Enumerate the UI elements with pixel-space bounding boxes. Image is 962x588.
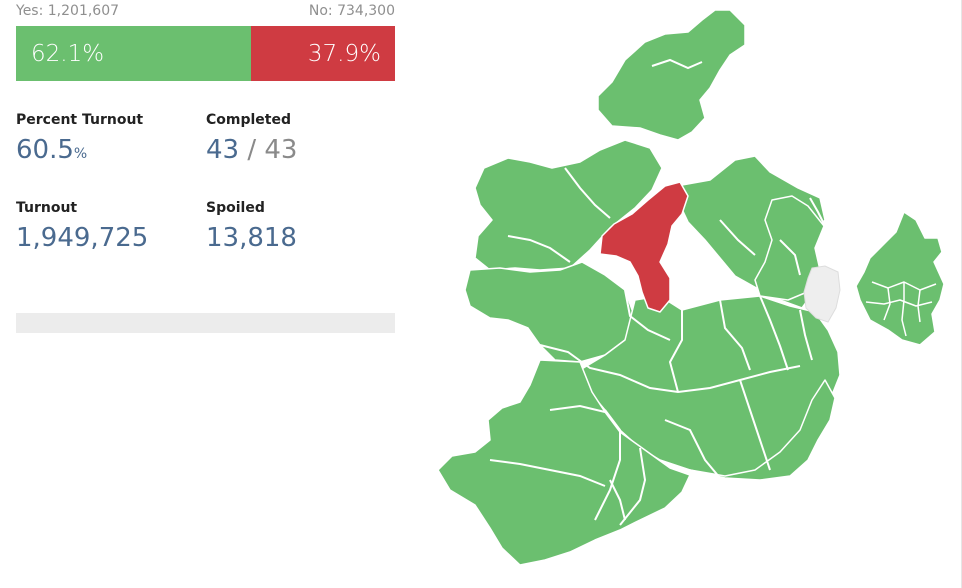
percent-turnout-value: 60.5% bbox=[16, 135, 143, 165]
yes-total: Yes: 1,201,607 bbox=[16, 3, 120, 19]
completed-count: 43 bbox=[206, 135, 240, 165]
yes-bar: 62.1% bbox=[16, 26, 252, 81]
dublin-inset-outline[interactable] bbox=[855, 211, 945, 346]
region-non-voting bbox=[803, 265, 841, 323]
yes-percent: 62.1% bbox=[31, 40, 105, 67]
dublin-inset[interactable] bbox=[855, 211, 945, 346]
region-munster-west[interactable] bbox=[437, 359, 691, 566]
ireland-yes-regions bbox=[437, 9, 841, 566]
completed-separator: / bbox=[239, 135, 265, 165]
stat-spoiled: Spoiled 13,818 bbox=[206, 200, 297, 253]
result-bar: 62.1% 37.9% bbox=[16, 26, 395, 81]
turnout-label: Turnout bbox=[16, 200, 78, 216]
stat-percent-turnout: Percent Turnout 60.5% bbox=[16, 112, 143, 165]
percent-turnout-label: Percent Turnout bbox=[16, 112, 144, 128]
stat-turnout: Turnout 1,949,725 bbox=[16, 200, 148, 253]
completed-total: 43 bbox=[264, 135, 298, 165]
results-panel: Yes: 1,201,607 No: 734,300 62.1% 37.9% bbox=[16, 0, 395, 81]
constituency-hex-map[interactable] bbox=[420, 0, 960, 588]
region-donegal[interactable] bbox=[597, 9, 746, 141]
completed-label: Completed bbox=[206, 112, 292, 128]
constituency-boundaries bbox=[489, 58, 826, 526]
no-bar: 37.9% bbox=[251, 26, 395, 81]
percent-unit: % bbox=[73, 146, 88, 162]
stat-completed: Completed 43 / 43 bbox=[206, 112, 297, 165]
vote-totals: Yes: 1,201,607 No: 734,300 bbox=[16, 0, 395, 26]
no-percent: 37.9% bbox=[307, 40, 381, 67]
region-no-constituency[interactable] bbox=[599, 181, 689, 313]
completed-value: 43 / 43 bbox=[206, 135, 297, 165]
progress-track bbox=[16, 313, 395, 333]
percent-turnout-number: 60.5 bbox=[16, 135, 74, 165]
spoiled-value: 13,818 bbox=[206, 223, 297, 253]
turnout-value: 1,949,725 bbox=[16, 223, 149, 253]
no-total: No: 734,300 bbox=[308, 3, 395, 19]
spoiled-label: Spoiled bbox=[206, 200, 265, 216]
region-munster-south-east[interactable] bbox=[689, 379, 836, 481]
